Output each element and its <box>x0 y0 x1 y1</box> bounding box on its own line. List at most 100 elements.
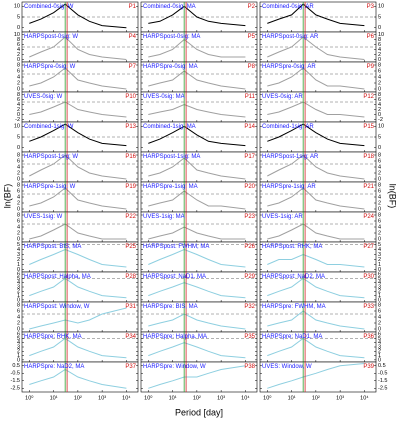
y-tick-label: 3 <box>17 284 20 290</box>
y-tick-label: 6 <box>378 332 381 338</box>
y-tick-label: 0 <box>378 206 381 212</box>
y-tick-label: 0 <box>378 145 381 151</box>
y-tick-label: 5 <box>378 336 381 342</box>
y-tick-label: 2 <box>378 170 381 176</box>
y-axis-label: ln(BF) <box>388 184 398 209</box>
panel-tag: P37 <box>125 364 136 370</box>
y-axis-label: ln(BF) <box>2 184 12 209</box>
panel-tag: P4 <box>129 34 137 40</box>
y-tick-label: 4 <box>17 224 20 230</box>
x-tick-label: 10⁰ <box>25 394 34 401</box>
panel-title: Combined-0sig: W <box>24 4 74 10</box>
panel-title: UVES-1sig: AR <box>262 214 303 220</box>
panel-title: HARPSpost-1sig: AR <box>262 154 319 160</box>
y-tick-label: 2 <box>378 107 381 113</box>
panel-tag: P12 <box>363 94 374 100</box>
y-tick-label: 0 <box>17 57 20 63</box>
y-tick-label: 5 <box>17 14 20 20</box>
periodogram <box>29 248 127 268</box>
y-tick-label: 2 <box>17 200 20 206</box>
periodogram <box>267 310 365 330</box>
panel-title: Combined-1sig: W <box>24 124 74 130</box>
periodogram <box>29 337 127 359</box>
panel-title: UVES-0sig: MA <box>143 94 185 100</box>
panel-tag: P7 <box>129 64 137 70</box>
y-tick-label: 6 <box>378 158 381 164</box>
panel-tag: P20 <box>244 184 255 190</box>
y-tick-label: 2 <box>17 170 20 176</box>
panel-tag: P32 <box>244 304 255 310</box>
y-tick-label: 4 <box>378 340 381 346</box>
panel-frame <box>259 361 377 393</box>
y-tick-label: -0.5 <box>378 371 387 377</box>
panel-title: HARPSpost: RHK, MA <box>262 244 322 250</box>
y-tick-label: 10 <box>14 32 20 38</box>
y-tick-label: 4 <box>17 74 20 80</box>
panel-title: Combined-0sig: AR <box>262 4 314 10</box>
panel-title: Combined-1sig: AR <box>262 124 314 130</box>
y-tick-label: 0 <box>17 25 20 31</box>
y-tick-label: 4 <box>17 164 20 170</box>
y-tick-label: 1 <box>17 262 20 268</box>
panel-title: HARPSpost-1sig: MA <box>143 154 200 160</box>
periodogram <box>267 101 365 118</box>
panel-tag: P9 <box>367 64 375 70</box>
periodogram <box>148 70 246 90</box>
periodogram <box>148 226 246 240</box>
panel-tag: P30 <box>363 274 374 280</box>
panel-title: HARPSpost: FWHM, MA <box>143 244 209 250</box>
periodogram <box>267 123 365 147</box>
periodogram <box>148 313 246 330</box>
y-tick-label: 6 <box>378 272 381 278</box>
panel-tag: P18 <box>363 154 374 160</box>
y-tick-label: 2 <box>17 230 20 236</box>
periodogram <box>148 157 246 180</box>
y-tick-label: 0 <box>17 112 20 118</box>
panel-tag: P28 <box>125 274 136 280</box>
y-tick-label: 10 <box>378 4 384 10</box>
panel-tag: P15 <box>363 124 374 130</box>
x-tick-label: 10² <box>312 395 320 401</box>
x-tick-label: 10¹ <box>50 395 58 401</box>
panel-frame <box>21 151 139 183</box>
y-tick-label: 0 <box>378 25 381 31</box>
panel-title: HARPSpost: NaD1, MA <box>143 274 206 280</box>
y-tick-label: 4 <box>378 102 381 108</box>
panel-title: Combined-1sig: MA <box>143 124 196 130</box>
y-tick-label: 3 <box>378 252 381 258</box>
y-tick-label: 8 <box>17 212 20 218</box>
y-tick-label: 1 <box>378 262 381 268</box>
y-tick-label: 4 <box>378 74 381 80</box>
y-tick-label: 2 <box>378 320 381 326</box>
periodogram <box>29 223 127 240</box>
panel-tag: P26 <box>244 244 255 250</box>
y-tick-label: 0 <box>378 86 381 92</box>
periodogram <box>148 5 246 27</box>
x-tick-label: 10² <box>74 395 82 401</box>
periodogram <box>148 248 246 268</box>
panel-tag: P10 <box>125 94 136 100</box>
panel-tag: P5 <box>248 34 256 40</box>
panel-tag: P22 <box>125 214 136 220</box>
y-tick-label: 5 <box>378 242 381 248</box>
panel-tag: P2 <box>248 4 256 10</box>
periodogram <box>29 187 127 210</box>
x-tick-label: 10³ <box>98 395 106 401</box>
y-tick-label: 8 <box>378 212 381 218</box>
y-tick-label: 5 <box>17 134 20 140</box>
periodogram <box>148 282 246 299</box>
y-tick-label: 6 <box>378 42 381 48</box>
y-tick-label: 3 <box>378 284 381 290</box>
y-tick-label: 10 <box>14 124 20 130</box>
y-tick-label: 1 <box>17 353 20 359</box>
panel-title: UVES-0sig: W <box>24 94 63 100</box>
y-tick-label: 4 <box>378 194 381 200</box>
y-tick-label: 2 <box>378 289 381 295</box>
y-tick-label: 6 <box>17 272 20 278</box>
y-tick-label: 0 <box>378 326 381 332</box>
panel-frame <box>140 61 258 93</box>
y-tick-label: 4 <box>17 102 20 108</box>
y-tick-label: 2 <box>378 80 381 86</box>
y-tick-label: 0 <box>378 267 381 273</box>
y-tick-label: 4 <box>17 47 20 53</box>
